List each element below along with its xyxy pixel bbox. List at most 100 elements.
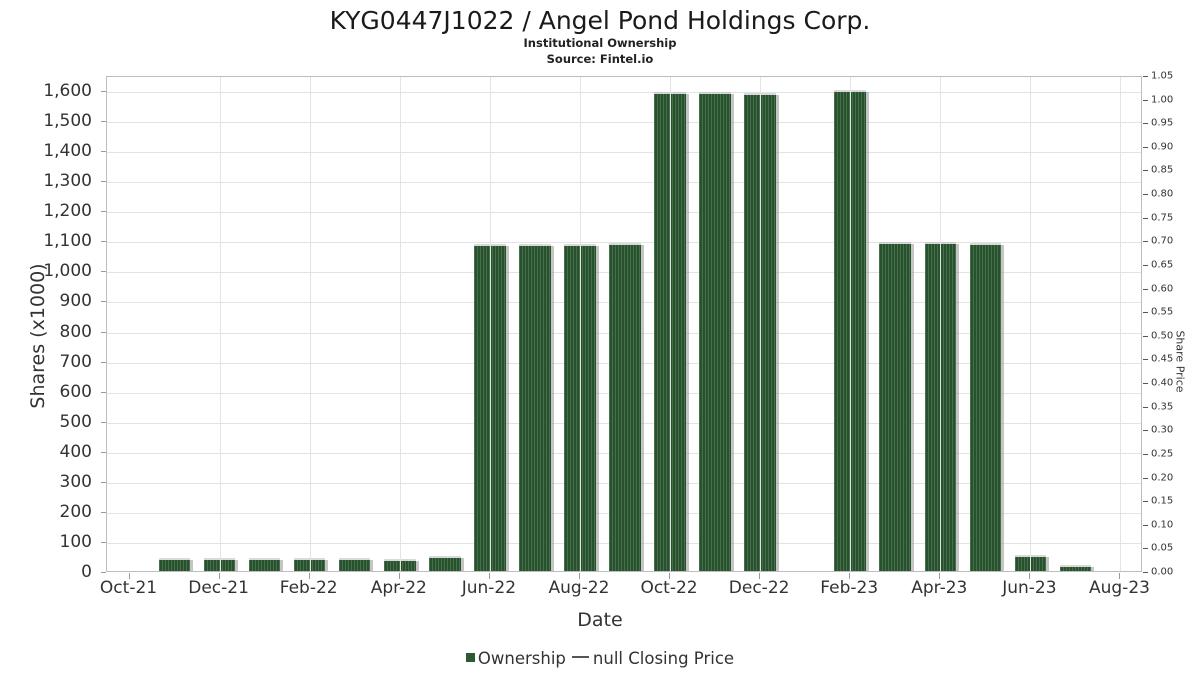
x-tick xyxy=(1029,573,1031,579)
x-tick xyxy=(308,573,310,579)
y-tick-right xyxy=(1143,146,1148,148)
y-tick-label-right: 0.20 xyxy=(1151,472,1174,484)
vertical-gridline xyxy=(850,77,852,571)
vertical-gridline xyxy=(579,77,581,571)
y-tick-label-right: 0.35 xyxy=(1151,401,1174,413)
y-tick-label-right: 0.50 xyxy=(1151,330,1174,342)
y-tick-label-left: 0 xyxy=(81,562,92,582)
x-tick-label: Oct-21 xyxy=(99,578,158,598)
y-tick-label-left: 1,100 xyxy=(43,231,92,252)
bar-apr-22 xyxy=(384,561,416,571)
gridline xyxy=(107,92,1141,94)
y-tick-right xyxy=(1143,194,1148,196)
y-tick-label-right: 0.60 xyxy=(1151,283,1174,295)
vertical-gridline xyxy=(399,77,401,571)
x-tick xyxy=(578,573,580,579)
y-tick-left xyxy=(101,541,106,543)
y-tick-left xyxy=(101,331,106,333)
y-tick-label-left: 1,000 xyxy=(43,261,92,282)
chart-subtitle: Institutional Ownership xyxy=(523,36,677,50)
y-tick-label-left: 500 xyxy=(59,411,92,432)
bar-jul-23 xyxy=(1059,567,1092,571)
x-tick xyxy=(1119,573,1121,579)
y-tick-left xyxy=(101,481,106,483)
y-tick-right xyxy=(1143,501,1148,503)
y-tick-label-right: 0.00 xyxy=(1151,566,1174,578)
x-tick xyxy=(669,573,671,579)
x-tick-label: Oct-22 xyxy=(640,578,698,598)
bar-may-23 xyxy=(969,244,1002,571)
y-tick-label-right: 0.75 xyxy=(1151,212,1174,224)
y-tick-label-left: 700 xyxy=(59,351,92,372)
y-tick-left xyxy=(101,572,106,573)
y-tick-label-right: 0.40 xyxy=(1151,377,1174,389)
y-tick-left xyxy=(101,421,106,423)
y-tick-label-left: 1,600 xyxy=(43,81,92,102)
vertical-gridline xyxy=(760,77,762,571)
y-tick-left xyxy=(101,451,106,453)
y-tick-label-right: 0.15 xyxy=(1151,495,1174,507)
y-tick-label-right: 1.05 xyxy=(1151,70,1174,82)
vertical-gridline xyxy=(1030,77,1032,571)
bar-dec-21 xyxy=(203,560,236,571)
y-tick-left xyxy=(101,181,106,183)
bar-may-22 xyxy=(429,558,461,571)
y-tick-right xyxy=(1143,170,1148,172)
y-tick-label-right: 0.10 xyxy=(1151,519,1174,531)
x-tick xyxy=(939,573,941,579)
y-tick-label-right: 0.90 xyxy=(1151,141,1174,153)
gridline xyxy=(107,242,1141,244)
bar-aug-22 xyxy=(564,245,596,571)
bar-feb-23 xyxy=(834,92,866,571)
x-tick-label: Dec-21 xyxy=(188,578,249,598)
y-tick-right xyxy=(1143,383,1148,385)
legend-line-closing-price xyxy=(571,655,589,658)
bar-jun-22 xyxy=(474,245,506,571)
legend-label-ownership: Ownership xyxy=(477,649,566,668)
y-tick-right xyxy=(1143,241,1148,243)
y-tick-right xyxy=(1143,430,1148,432)
y-tick-label-right: 0.30 xyxy=(1151,424,1174,436)
bar-feb-22 xyxy=(293,560,326,571)
x-tick xyxy=(398,573,400,579)
x-tick xyxy=(128,573,130,579)
y-tick-right xyxy=(1143,406,1148,408)
x-tick xyxy=(849,573,851,579)
x-tick-label: Feb-23 xyxy=(820,578,879,598)
y-tick-label-right: 0.65 xyxy=(1151,259,1174,271)
y-tick-right xyxy=(1143,288,1148,290)
y-tick-right xyxy=(1143,76,1148,77)
chart-legend: Ownership null Closing Price xyxy=(0,648,1200,668)
y-tick-label-right: 0.05 xyxy=(1151,542,1174,554)
vertical-gridline xyxy=(219,77,221,571)
bar-sep-22 xyxy=(609,244,641,571)
y-tick-left xyxy=(101,391,106,393)
legend-label-closing-price: null Closing Price xyxy=(592,649,735,668)
y2-axis-title: Share Price xyxy=(1173,330,1187,393)
x-axis-title: Date xyxy=(577,609,623,631)
bar-mar-23 xyxy=(879,244,911,571)
y-tick-right xyxy=(1143,217,1148,219)
bar-apr-23 xyxy=(924,244,957,571)
y-tick-left xyxy=(101,301,106,303)
y-tick-label-left: 1,500 xyxy=(43,111,92,132)
gridline xyxy=(107,122,1141,124)
vertical-gridline xyxy=(1120,77,1122,571)
vertical-gridline xyxy=(489,77,491,571)
y-tick-left xyxy=(101,241,106,243)
y-tick-right xyxy=(1143,123,1148,125)
bar-jun-23 xyxy=(1014,556,1047,571)
x-tick xyxy=(488,573,490,579)
x-tick-label: Apr-23 xyxy=(911,578,968,598)
bar-nov-22 xyxy=(699,93,731,571)
y-tick-label-right: 0.85 xyxy=(1151,164,1174,176)
y-tick-label-right: 0.70 xyxy=(1151,235,1174,247)
bar-dec-22 xyxy=(744,94,776,571)
y-tick-right xyxy=(1143,99,1148,101)
x-tick-label: Aug-22 xyxy=(548,578,610,598)
y-tick-label-right: 0.80 xyxy=(1151,188,1174,200)
y-tick-right xyxy=(1143,453,1148,455)
y-tick-left xyxy=(101,91,106,93)
y-tick-left xyxy=(101,361,106,363)
